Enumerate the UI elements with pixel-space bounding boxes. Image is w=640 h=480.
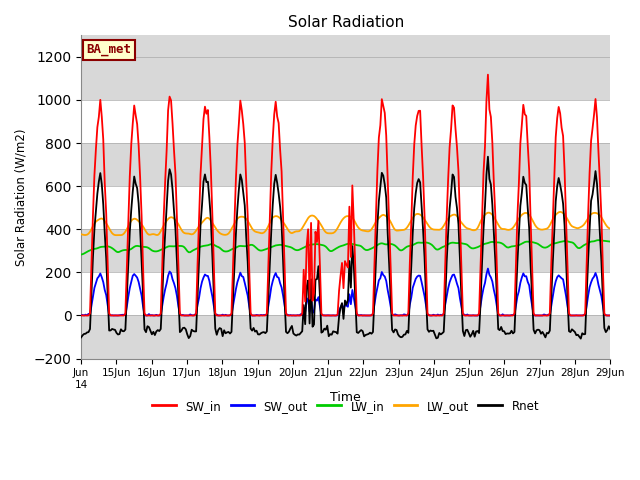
Bar bbox=[81, 100, 611, 143]
Y-axis label: Solar Radiation (W/m2): Solar Radiation (W/m2) bbox=[15, 128, 28, 266]
Text: BA_met: BA_met bbox=[86, 43, 131, 57]
Legend: SW_in, SW_out, LW_in, LW_out, Rnet: SW_in, SW_out, LW_in, LW_out, Rnet bbox=[148, 395, 544, 417]
Bar bbox=[81, 272, 611, 315]
X-axis label: Time: Time bbox=[330, 391, 361, 404]
Title: Solar Radiation: Solar Radiation bbox=[287, 15, 404, 30]
Bar bbox=[81, 186, 611, 229]
